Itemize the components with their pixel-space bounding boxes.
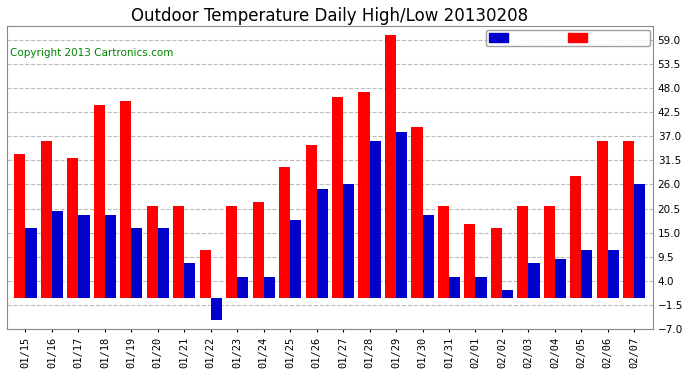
Bar [582, 250, 593, 298]
Bar [597, 141, 608, 298]
Bar [94, 105, 105, 298]
Bar [332, 97, 343, 298]
Bar [385, 35, 396, 298]
Bar [411, 128, 422, 298]
Bar [396, 132, 407, 298]
Bar [237, 276, 248, 298]
Bar [518, 206, 529, 298]
Bar [131, 228, 142, 298]
Bar [359, 92, 370, 298]
Bar [210, 298, 222, 320]
Bar [199, 250, 210, 298]
Bar [529, 263, 540, 298]
Bar [264, 276, 275, 298]
Bar [438, 206, 449, 298]
Bar [41, 141, 52, 298]
Bar [608, 250, 619, 298]
Bar [158, 228, 169, 298]
Bar [226, 206, 237, 298]
Bar [343, 184, 354, 298]
Text: Copyright 2013 Cartronics.com: Copyright 2013 Cartronics.com [10, 48, 174, 58]
Bar [634, 184, 645, 298]
Bar [464, 224, 475, 298]
Bar [422, 215, 433, 298]
Bar [79, 215, 90, 298]
Legend: Low  (°F), High  (°F): Low (°F), High (°F) [486, 30, 650, 46]
Bar [68, 158, 79, 298]
Bar [184, 263, 195, 298]
Bar [555, 259, 566, 299]
Bar [370, 141, 381, 298]
Bar [14, 154, 26, 298]
Bar [105, 215, 116, 298]
Bar [279, 167, 290, 298]
Bar [623, 141, 634, 298]
Bar [491, 228, 502, 298]
Bar [502, 290, 513, 298]
Bar [26, 228, 37, 298]
Title: Outdoor Temperature Daily High/Low 20130208: Outdoor Temperature Daily High/Low 20130… [131, 7, 529, 25]
Bar [173, 206, 184, 298]
Bar [449, 276, 460, 298]
Bar [120, 101, 131, 298]
Bar [570, 176, 582, 298]
Bar [290, 219, 302, 298]
Bar [544, 206, 555, 298]
Bar [147, 206, 158, 298]
Bar [52, 211, 63, 298]
Bar [306, 145, 317, 298]
Bar [253, 202, 264, 298]
Bar [317, 189, 328, 298]
Bar [475, 276, 486, 298]
